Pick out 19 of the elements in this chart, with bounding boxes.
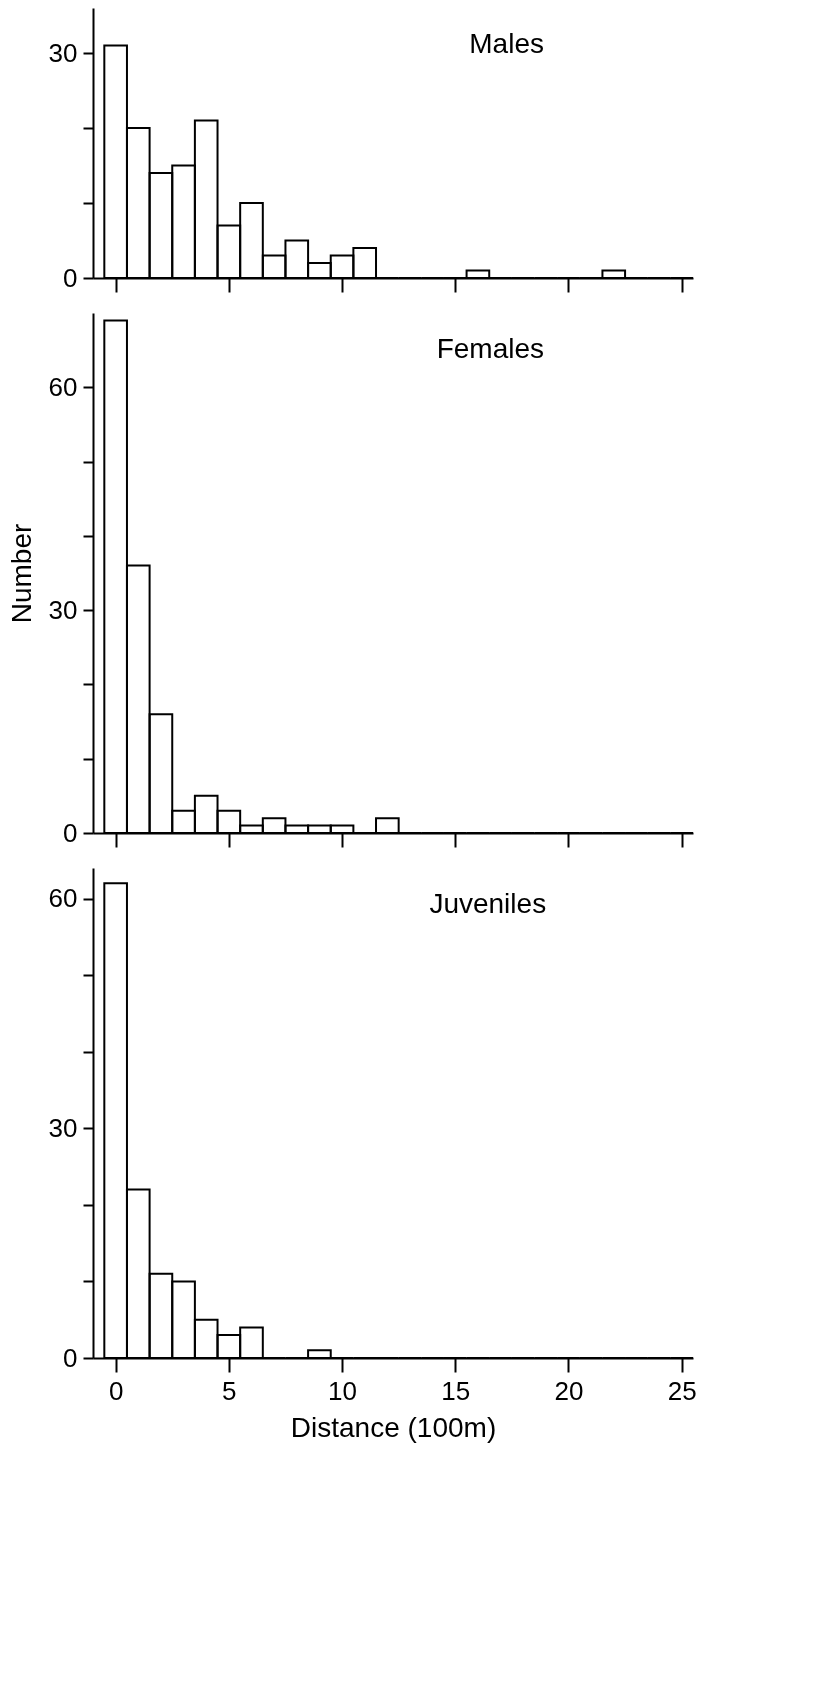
text: Juveniles [429, 888, 547, 919]
x-tick-label: 0 [108, 1375, 124, 1406]
x-tick-label: 20 [554, 1375, 584, 1406]
text: Males [469, 28, 544, 59]
x-tick-label: 15 [441, 1375, 471, 1406]
y-tick-label: 30 [48, 594, 78, 625]
y-tick-label: 60 [48, 883, 78, 914]
x-tick-label: 10 [328, 1375, 358, 1406]
y-tick-label: 0 [63, 817, 78, 848]
y-tick-label: 30 [48, 37, 78, 68]
y-tick-label: 30 [48, 1112, 78, 1143]
y-axis-title: Number [5, 523, 37, 624]
y-tick-label: 0 [63, 1342, 78, 1373]
x-tick-label: 25 [667, 1375, 697, 1406]
y-tick-label: 0 [63, 262, 78, 293]
x-tick-label: 5 [222, 1375, 237, 1406]
text: Females [436, 333, 544, 364]
y-tick-label: 60 [48, 371, 78, 402]
x-axis-title: Distance (100m) [290, 1411, 497, 1443]
